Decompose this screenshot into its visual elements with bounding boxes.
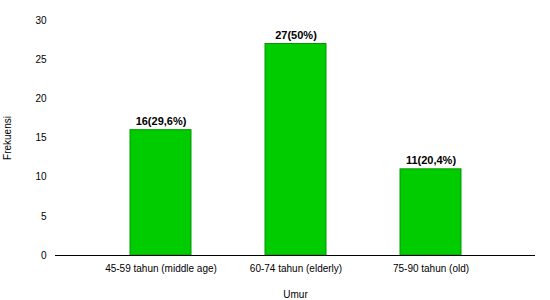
svg-text:45-59 tahun (middle age): 45-59 tahun (middle age) [105, 263, 217, 274]
svg-text:0: 0 [41, 250, 47, 261]
svg-text:5: 5 [41, 211, 47, 222]
svg-text:11(20,4%): 11(20,4%) [406, 154, 456, 166]
svg-text:25: 25 [35, 54, 47, 65]
svg-text:10: 10 [35, 171, 47, 182]
svg-text:75-90 tahun (old): 75-90 tahun (old) [393, 263, 469, 274]
svg-text:Umur: Umur [283, 289, 308, 300]
svg-text:30: 30 [35, 15, 47, 26]
svg-text:27(50%): 27(50%) [275, 29, 317, 41]
svg-text:15: 15 [35, 132, 47, 143]
svg-text:60-74 tahun (elderly): 60-74 tahun (elderly) [250, 263, 342, 274]
svg-text:Frekuensi: Frekuensi [2, 116, 13, 160]
svg-text:20: 20 [35, 93, 47, 104]
svg-text:16(29,6%): 16(29,6%) [136, 115, 187, 127]
